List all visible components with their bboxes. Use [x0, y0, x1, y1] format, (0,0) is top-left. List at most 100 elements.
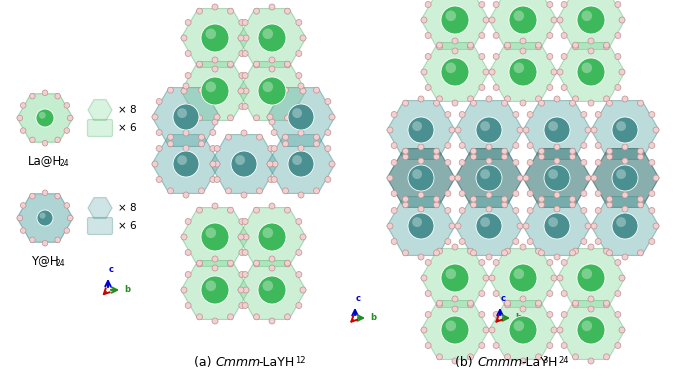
Circle shape — [581, 142, 587, 149]
Circle shape — [212, 119, 218, 125]
Text: × 8: × 8 — [118, 105, 136, 115]
Circle shape — [585, 223, 591, 229]
Circle shape — [527, 191, 533, 196]
Circle shape — [239, 218, 245, 225]
Circle shape — [486, 192, 492, 198]
Circle shape — [206, 281, 216, 291]
Circle shape — [603, 300, 610, 306]
Circle shape — [494, 291, 499, 296]
Circle shape — [64, 128, 69, 133]
Circle shape — [505, 96, 510, 102]
Circle shape — [284, 61, 290, 67]
Circle shape — [242, 249, 248, 256]
Polygon shape — [489, 0, 557, 49]
Circle shape — [595, 142, 601, 149]
Circle shape — [615, 260, 621, 265]
Circle shape — [269, 265, 275, 271]
Circle shape — [479, 260, 485, 265]
Circle shape — [561, 85, 567, 90]
Circle shape — [271, 130, 277, 135]
Circle shape — [452, 38, 458, 44]
Polygon shape — [421, 301, 489, 359]
Circle shape — [570, 154, 575, 160]
Circle shape — [582, 320, 592, 331]
Circle shape — [483, 327, 489, 333]
Circle shape — [296, 50, 302, 57]
Circle shape — [649, 208, 654, 213]
Circle shape — [186, 19, 191, 26]
Circle shape — [408, 213, 434, 239]
Circle shape — [402, 196, 409, 202]
Circle shape — [225, 134, 232, 140]
Circle shape — [262, 227, 273, 238]
Circle shape — [470, 148, 477, 154]
Circle shape — [573, 248, 578, 254]
Circle shape — [197, 261, 202, 267]
Circle shape — [391, 111, 397, 118]
Text: 24: 24 — [59, 159, 69, 168]
Circle shape — [615, 291, 621, 296]
Circle shape — [638, 250, 643, 256]
Text: b: b — [515, 314, 521, 322]
Circle shape — [437, 300, 442, 306]
Circle shape — [551, 17, 557, 23]
Circle shape — [548, 169, 558, 179]
Circle shape — [206, 28, 216, 39]
Circle shape — [591, 127, 597, 133]
Circle shape — [243, 35, 249, 41]
Circle shape — [408, 117, 434, 143]
Circle shape — [544, 117, 570, 143]
Circle shape — [253, 62, 260, 68]
Circle shape — [242, 73, 248, 78]
Polygon shape — [17, 94, 73, 142]
Circle shape — [459, 208, 466, 213]
Circle shape — [527, 111, 533, 118]
Text: -LaYH: -LaYH — [258, 356, 294, 369]
Polygon shape — [267, 135, 335, 194]
Circle shape — [595, 191, 601, 196]
Circle shape — [300, 88, 306, 94]
Circle shape — [269, 66, 275, 72]
Circle shape — [509, 316, 537, 344]
Circle shape — [468, 248, 473, 254]
Circle shape — [547, 312, 553, 317]
Circle shape — [325, 146, 331, 151]
Circle shape — [228, 115, 234, 121]
Circle shape — [288, 104, 314, 130]
Circle shape — [181, 88, 187, 94]
Circle shape — [253, 115, 260, 121]
Circle shape — [197, 260, 202, 266]
Circle shape — [536, 44, 542, 50]
Circle shape — [494, 312, 499, 317]
Circle shape — [186, 104, 191, 109]
Circle shape — [570, 196, 575, 202]
Circle shape — [258, 24, 286, 52]
Circle shape — [433, 100, 440, 106]
Circle shape — [197, 62, 202, 68]
Circle shape — [444, 111, 451, 118]
Circle shape — [501, 154, 508, 160]
Circle shape — [561, 291, 567, 296]
Circle shape — [582, 62, 592, 73]
Circle shape — [239, 272, 245, 277]
Circle shape — [501, 202, 508, 208]
Circle shape — [258, 77, 286, 105]
Circle shape — [501, 100, 508, 106]
Circle shape — [573, 354, 578, 360]
Circle shape — [468, 44, 473, 50]
Circle shape — [591, 175, 597, 181]
Circle shape — [242, 19, 248, 26]
Circle shape — [212, 318, 218, 324]
Circle shape — [554, 144, 560, 150]
Circle shape — [197, 61, 202, 67]
Circle shape — [300, 35, 306, 41]
Circle shape — [296, 272, 302, 277]
Circle shape — [212, 256, 218, 262]
Circle shape — [612, 117, 638, 143]
Circle shape — [459, 239, 466, 244]
Circle shape — [476, 213, 502, 239]
Circle shape — [298, 83, 304, 89]
Circle shape — [513, 239, 519, 244]
Circle shape — [243, 287, 249, 293]
Circle shape — [622, 192, 628, 198]
